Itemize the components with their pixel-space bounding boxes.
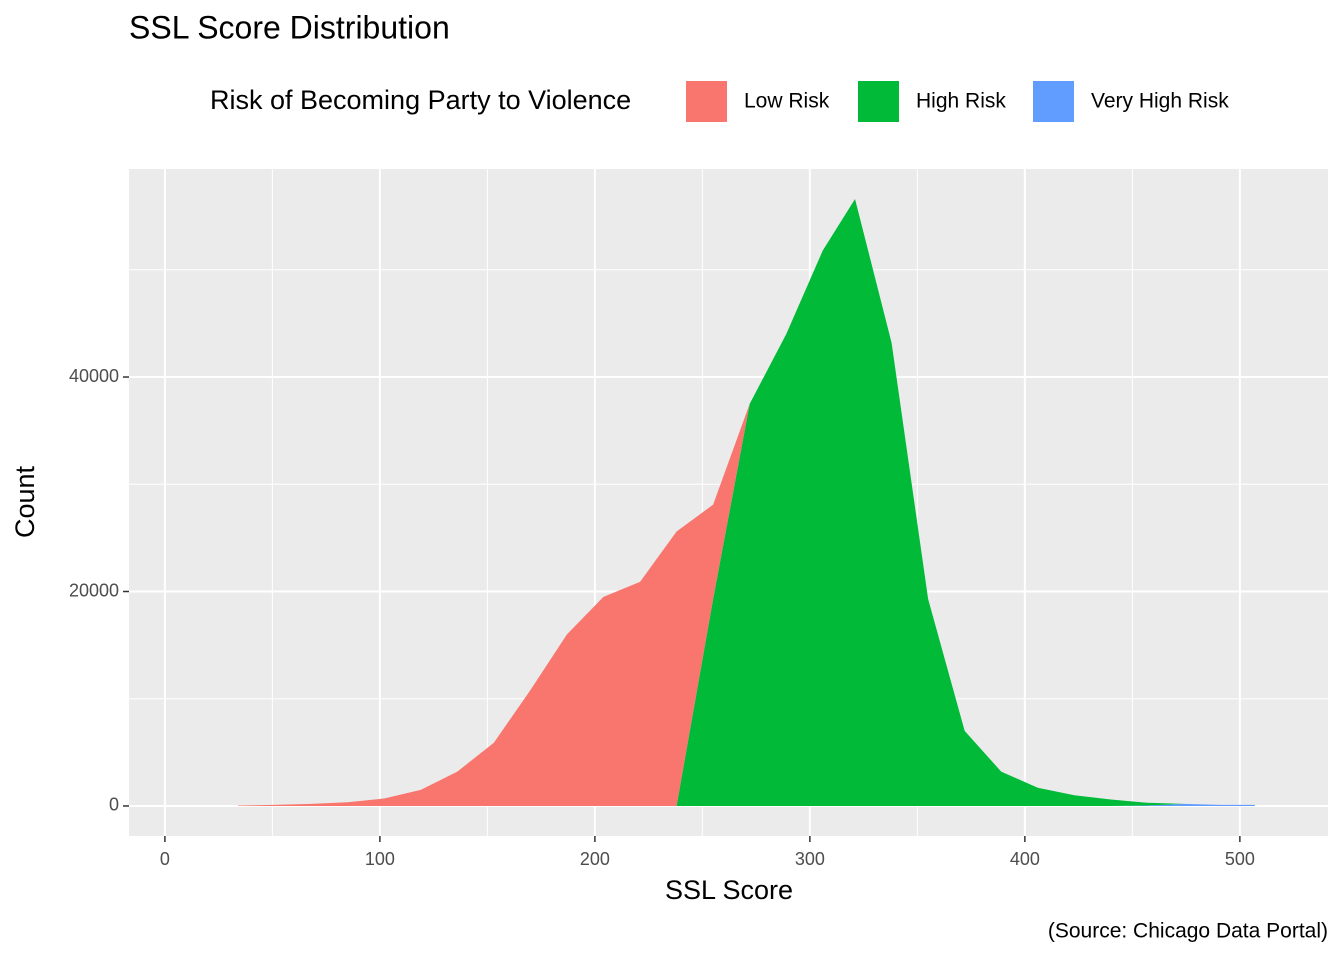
y-axis-label: Count — [10, 465, 40, 538]
y-tick-label: 20000 — [69, 580, 119, 600]
legend-label: High Risk — [916, 90, 1006, 113]
x-tick-label: 100 — [365, 849, 395, 869]
y-tick-label: 40000 — [69, 366, 119, 386]
legend-label: Low Risk — [744, 90, 830, 113]
x-tick-label: 0 — [160, 849, 170, 869]
x-axis-label: SSL Score — [665, 875, 793, 905]
x-tick-label: 500 — [1225, 849, 1255, 869]
legend-key — [856, 79, 901, 124]
caption: (Source: Chicago Data Portal) — [1048, 920, 1328, 943]
y-tick-label: 0 — [109, 795, 119, 815]
legend-key — [684, 79, 729, 124]
legend-title: Risk of Becoming Party to Violence — [210, 85, 631, 115]
x-tick-label: 200 — [580, 849, 610, 869]
chart-title: SSL Score Distribution — [129, 9, 450, 45]
legend-label: Very High Risk — [1091, 90, 1229, 113]
x-tick-label: 400 — [1010, 849, 1040, 869]
x-tick-label: 300 — [795, 849, 825, 869]
legend-key — [1031, 79, 1076, 124]
area — [238, 803, 1255, 806]
area — [238, 199, 1255, 806]
